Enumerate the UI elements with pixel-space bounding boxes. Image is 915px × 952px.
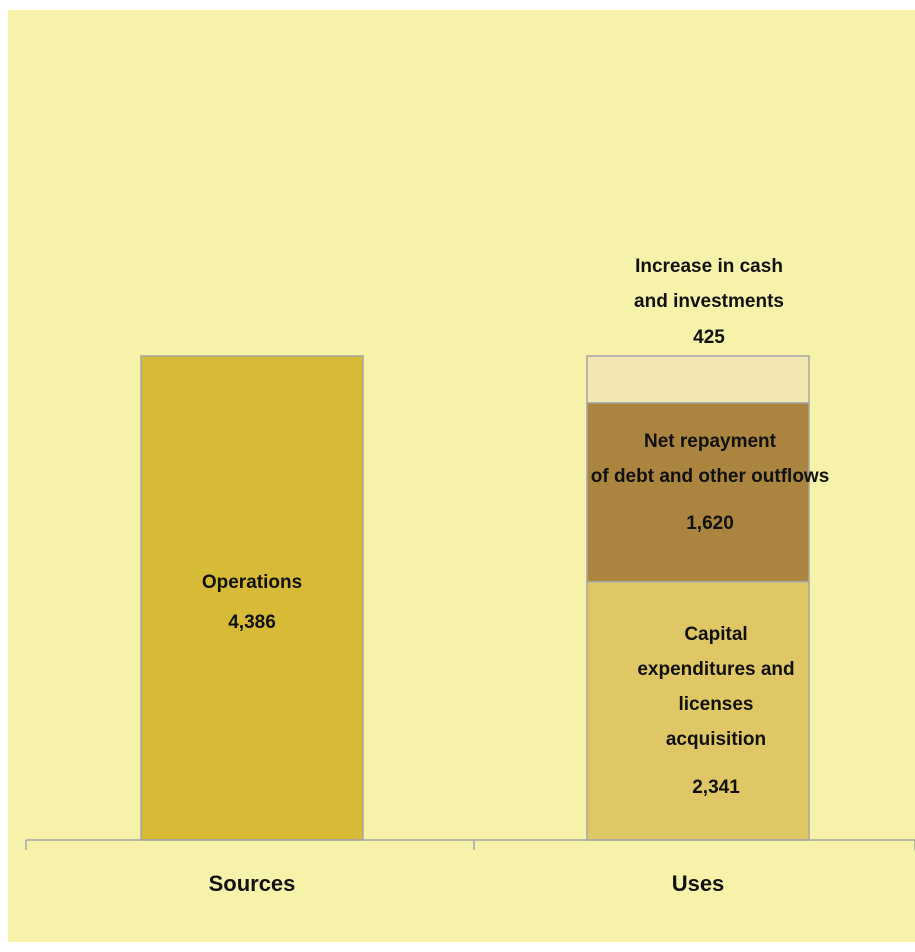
value-label: 2,341 bbox=[692, 777, 740, 798]
plot-area: Operations 4,386 Capital expenditures and li… bbox=[8, 10, 915, 942]
data-label: Net repayment bbox=[644, 431, 777, 452]
bar-segment bbox=[140, 355, 364, 841]
data-label: acquisition bbox=[666, 729, 766, 750]
data-label: and investments bbox=[634, 291, 784, 312]
data-label: Operations bbox=[202, 572, 302, 593]
category-label: Sources bbox=[209, 871, 296, 896]
bar-segment bbox=[586, 355, 810, 404]
bar-segment bbox=[586, 402, 810, 583]
stacked-bar-chart: Operations 4,386 Capital expenditures and li… bbox=[25, 256, 915, 896]
value-label: 425 bbox=[693, 327, 725, 348]
category-label: Uses bbox=[672, 871, 725, 896]
value-label: 4,386 bbox=[228, 612, 276, 633]
data-label: Increase in cash bbox=[635, 256, 783, 277]
bar-segment bbox=[586, 580, 810, 841]
data-label: expenditures and bbox=[637, 659, 794, 680]
data-label: of debt and other outflows bbox=[591, 466, 830, 487]
data-label: Capital bbox=[684, 624, 747, 645]
value-label: 1,620 bbox=[686, 513, 734, 534]
data-label: licenses bbox=[679, 694, 754, 715]
